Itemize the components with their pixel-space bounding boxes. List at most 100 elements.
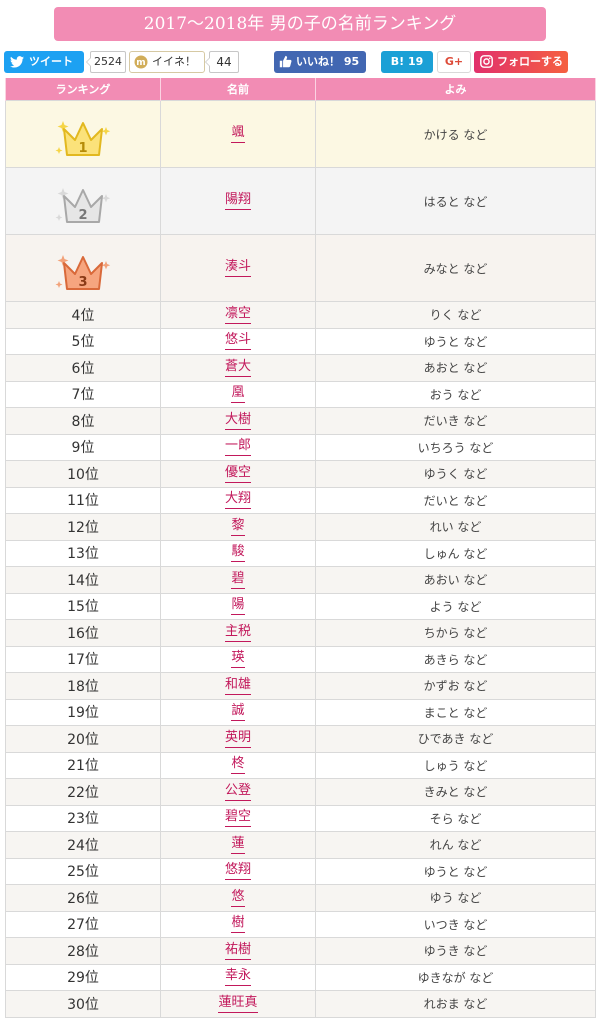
table-row: 11位 大翔 だいと など — [5, 486, 596, 514]
rank-cell: 8位 — [5, 407, 161, 435]
twitter-bird-icon — [10, 56, 24, 68]
tweet-count: 2524 — [86, 51, 126, 73]
svg-text:m: m — [136, 58, 145, 68]
facebook-like-button[interactable]: いいね！ 95 — [274, 51, 366, 73]
instagram-follow-label: フォローする — [497, 55, 563, 68]
yomi-cell: だいき など — [315, 407, 596, 435]
rank-cell: 3 — [5, 234, 161, 302]
name-link[interactable]: 主税 — [224, 624, 251, 642]
rank-cell: 14位 — [5, 566, 161, 594]
table-row: 28位 祐樹 ゆうき など — [5, 937, 596, 965]
google-plus-button[interactable]: G+ — [437, 51, 471, 73]
name-cell: 凰 — [160, 380, 316, 408]
name-link[interactable]: 瑛 — [231, 650, 245, 669]
name-link[interactable]: 陽翔 — [224, 192, 251, 210]
name-link[interactable]: 蓮 — [231, 836, 245, 854]
page-title: 2017〜2018年 男の子の名前ランキング — [54, 7, 546, 41]
table-row: 16位 主税 ちから など — [5, 619, 596, 647]
name-link[interactable]: 樹 — [231, 915, 245, 934]
yomi-cell: しゅう など — [315, 751, 596, 779]
name-link[interactable]: 英明 — [224, 730, 251, 748]
rank-cell: 6位 — [5, 354, 161, 382]
rank-cell: 30位 — [5, 990, 161, 1018]
name-link[interactable]: 陽 — [231, 597, 245, 616]
name-link[interactable]: 一郎 — [224, 438, 251, 457]
table-row: 25位 悠翔 ゆうと など — [5, 857, 596, 885]
name-cell: 和雄 — [160, 672, 316, 700]
name-link[interactable]: 柊 — [231, 756, 245, 775]
name-link[interactable]: 大翔 — [224, 491, 251, 510]
table-row: 23位 碧空 そら など — [5, 804, 596, 832]
instagram-icon — [480, 55, 493, 68]
name-link[interactable]: 駿 — [231, 544, 245, 563]
table-row: 21位 柊 しゅう など — [5, 751, 596, 779]
yomi-cell: あおい など — [315, 566, 596, 594]
name-link[interactable]: 大樹 — [224, 412, 251, 430]
table-row: 12位 黎 れい など — [5, 513, 596, 541]
name-link[interactable]: 颯 — [231, 125, 245, 143]
yomi-cell: ちから など — [315, 619, 596, 647]
tweet-button[interactable]: ツイート — [4, 51, 84, 73]
mixi-like-button[interactable]: m イイネ！ — [129, 51, 205, 73]
name-link[interactable]: 黎 — [231, 518, 245, 536]
table-row: 26位 悠 ゆう など — [5, 884, 596, 912]
yomi-cell: いちろう など — [315, 433, 596, 461]
table-row: 6位 蒼大 あおと など — [5, 354, 596, 382]
yomi-cell: ゆうく など — [315, 460, 596, 488]
yomi-cell: かける など — [315, 100, 596, 168]
name-cell: 大樹 — [160, 407, 316, 435]
yomi-cell: みなと など — [315, 234, 596, 302]
instagram-follow-button[interactable]: フォローする — [474, 51, 568, 73]
rank-cell: 19位 — [5, 698, 161, 726]
yomi-cell: ゆう など — [315, 884, 596, 912]
crown-rank-number: 2 — [78, 208, 87, 223]
rank-cell: 2 — [5, 167, 161, 235]
name-link[interactable]: 蓮旺真 — [218, 995, 258, 1013]
name-cell: 悠斗 — [160, 327, 316, 355]
name-link[interactable]: 悠翔 — [224, 862, 251, 881]
name-cell: 凛空 — [160, 301, 316, 329]
name-link[interactable]: 蒼大 — [224, 359, 251, 377]
name-link[interactable]: 公登 — [224, 783, 251, 801]
mixi-label: イイネ！ — [152, 55, 196, 68]
table-row: 5位 悠斗 ゆうと など — [5, 327, 596, 355]
rank-cell: 29位 — [5, 963, 161, 991]
name-cell: 蓮 — [160, 831, 316, 859]
name-link[interactable]: 凛空 — [224, 306, 251, 324]
name-cell: 誠 — [160, 698, 316, 726]
yomi-cell: あおと など — [315, 354, 596, 382]
name-cell: 大翔 — [160, 486, 316, 514]
name-link[interactable]: 優空 — [224, 465, 251, 483]
table-row: 17位 瑛 あきら など — [5, 645, 596, 673]
hatena-bookmark-icon: B! 19 — [390, 55, 424, 68]
table-row: 22位 公登 きみと など — [5, 778, 596, 806]
name-link[interactable]: 凰 — [231, 385, 245, 404]
name-cell: 蓮旺真 — [160, 990, 316, 1018]
name-link[interactable]: 碧空 — [224, 809, 251, 828]
rank-cell: 27位 — [5, 910, 161, 938]
name-cell: 幸永 — [160, 963, 316, 991]
name-link[interactable]: 誠 — [231, 703, 245, 722]
rank-cell: 13位 — [5, 539, 161, 567]
yomi-cell: ゆうと など — [315, 327, 596, 355]
mixi-icon: m — [134, 55, 148, 69]
name-cell: 悠 — [160, 884, 316, 912]
name-link[interactable]: 祐樹 — [224, 942, 251, 960]
name-link[interactable]: 幸永 — [224, 968, 251, 987]
crown-rank-number: 3 — [78, 275, 87, 290]
rank-cell: 17位 — [5, 645, 161, 673]
yomi-cell: あきら など — [315, 645, 596, 673]
name-link[interactable]: 悠斗 — [224, 332, 251, 351]
rank-cell: 26位 — [5, 884, 161, 912]
rank-cell: 23位 — [5, 804, 161, 832]
name-link[interactable]: 悠 — [231, 889, 245, 907]
hatena-bookmark-button[interactable]: B! 19 — [381, 51, 433, 73]
name-link[interactable]: 和雄 — [224, 677, 251, 695]
table-row: 15位 陽 よう など — [5, 592, 596, 620]
name-link[interactable]: 湊斗 — [224, 259, 251, 277]
name-link[interactable]: 碧 — [231, 571, 245, 589]
silver-crown-icon: 2 — [55, 188, 111, 223]
name-cell: 一郎 — [160, 433, 316, 461]
rank-cell: 20位 — [5, 725, 161, 753]
yomi-cell: しゅん など — [315, 539, 596, 567]
